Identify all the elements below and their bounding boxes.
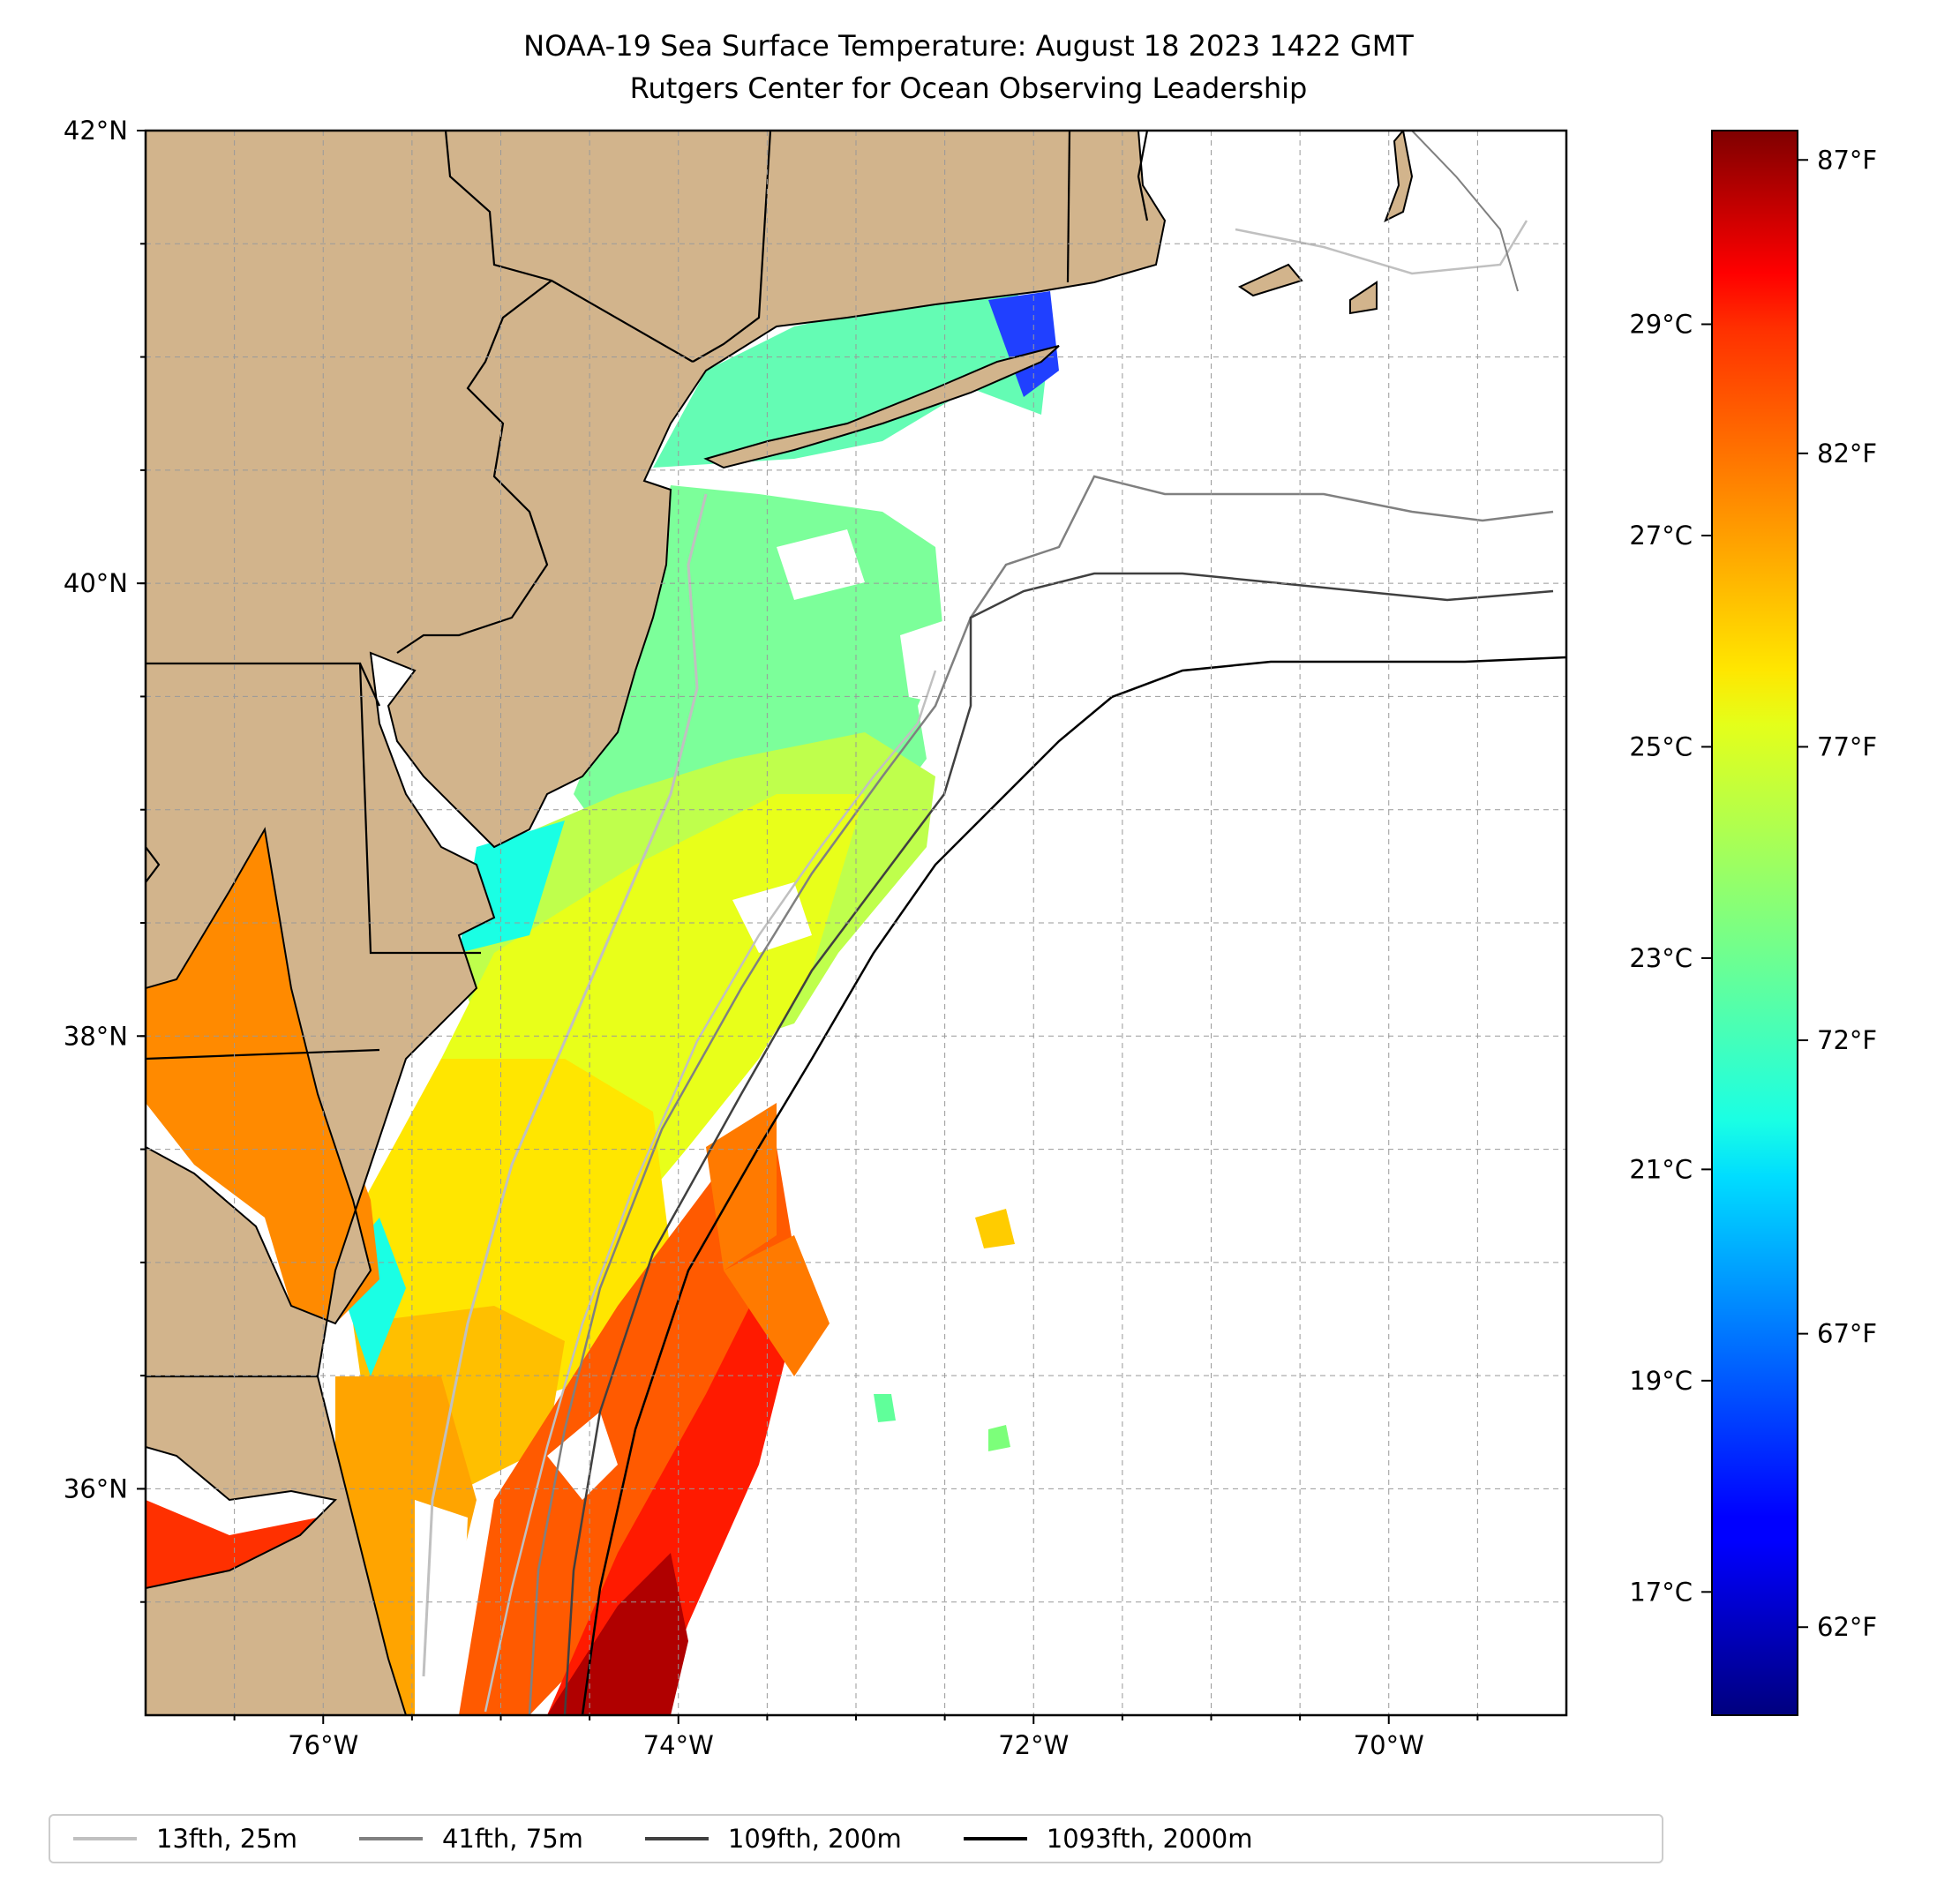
legend-swatch xyxy=(644,1837,709,1840)
colorbar-c-label: 25°C xyxy=(1629,731,1693,761)
legend-label: 1093fth, 2000m xyxy=(1046,1824,1253,1854)
y-tick-label: 42°N xyxy=(64,116,128,146)
legend-item: 109fth, 200m xyxy=(644,1824,902,1854)
colorbar-f-label: 77°F xyxy=(1817,731,1877,761)
colorbar-f-label: 82°F xyxy=(1817,439,1877,469)
depth-contour-legend: 13fth, 25m 41fth, 75m 109fth, 200m 1093fth,… xyxy=(49,1814,1663,1863)
map-subtitle: Rutgers Center for Ocean Observing Leade… xyxy=(629,71,1308,105)
x-tick-label: 76°W xyxy=(288,1730,358,1760)
legend-label: 13fth, 25m xyxy=(156,1824,297,1854)
y-tick-label: 38°N xyxy=(64,1021,128,1051)
state-boundaries xyxy=(146,131,1149,1378)
colorbar-f-label: 87°F xyxy=(1817,145,1877,175)
colorbar-f-label: 72°F xyxy=(1817,1025,1877,1055)
map-title: NOAA-19 Sea Surface Temperature: August … xyxy=(523,29,1414,63)
legend-swatch xyxy=(358,1837,423,1840)
legend-item: 41fth, 75m xyxy=(358,1824,583,1854)
colorbar-c-label: 19°C xyxy=(1629,1366,1693,1396)
colorbar xyxy=(1711,130,1798,1716)
map-axis-ticks: 76°W 74°W 72°W 70°W 42°N 40°N 38°N 36°N xyxy=(64,116,1479,1760)
colorbar-ticks: 62°F 67°F 72°F 77°F 82°F 87°F 17°C 19°C 21°C 23°C… xyxy=(1629,145,1877,1642)
gridlines xyxy=(146,131,1566,1715)
colorbar-f-label: 67°F xyxy=(1817,1319,1877,1349)
land xyxy=(146,131,1414,1715)
map-content xyxy=(146,131,1566,1715)
y-tick-label: 36°N xyxy=(64,1473,128,1503)
sst-field xyxy=(146,291,1059,1715)
legend-item: 13fth, 25m xyxy=(73,1824,297,1854)
x-tick-label: 74°W xyxy=(643,1730,714,1760)
colorbar-f-label: 62°F xyxy=(1817,1612,1877,1642)
x-tick-label: 72°W xyxy=(998,1730,1069,1760)
colorbar-c-label: 21°C xyxy=(1629,1154,1693,1184)
colorbar-c-label: 27°C xyxy=(1629,521,1693,551)
y-tick-label: 40°N xyxy=(64,568,128,598)
x-tick-label: 70°W xyxy=(1354,1730,1424,1760)
legend-item: 1093fth, 2000m xyxy=(963,1824,1253,1854)
colorbar-c-label: 17°C xyxy=(1629,1577,1693,1607)
legend-label: 109fth, 200m xyxy=(727,1824,902,1854)
bathymetry-contours xyxy=(422,131,1566,1715)
legend-swatch xyxy=(73,1837,137,1840)
colorbar-c-label: 23°C xyxy=(1629,943,1693,973)
colorbar-c-label: 29°C xyxy=(1629,310,1693,340)
legend-swatch xyxy=(963,1837,1027,1840)
legend-label: 41fth, 75m xyxy=(441,1824,583,1854)
